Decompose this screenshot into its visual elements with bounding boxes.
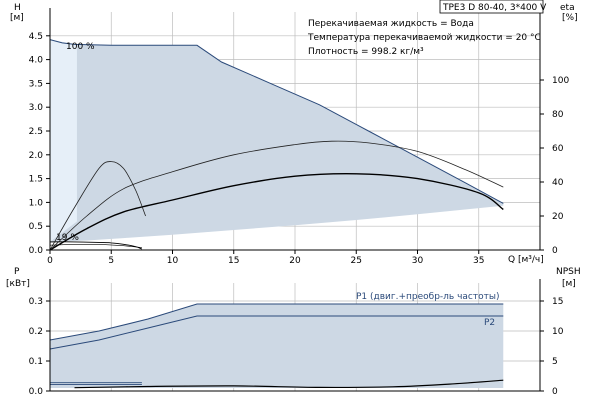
top-y-tick-label: 0.0 (29, 246, 44, 256)
annotation-liquid: Перекачиваемая жидкость = Вода (308, 19, 474, 29)
bottom-yr-tick-label: 15 (552, 297, 563, 307)
top-x-tick-label: 25 (351, 256, 362, 266)
top-tick-labels: 0.0 0.5 1.0 1.5 2.0 2.5 3.0 3.5 4.0 4.5 0 20 40 60 80 1… (29, 32, 570, 266)
top-curves (49, 39, 504, 251)
top-y-tick-label: 4.0 (29, 56, 44, 66)
npsh-curve (74, 379, 504, 389)
p1-curve (49, 303, 504, 341)
max-speed-curve (49, 39, 504, 204)
bottom-ylabel-npsh-unit: [м] (562, 279, 576, 289)
top-ylabel-eta: eta (560, 3, 575, 13)
bottom-axes (49, 279, 541, 392)
top-y-tick-label: 0.5 (29, 222, 43, 232)
top-yr-tick-label: 20 (552, 212, 564, 222)
bottom-yr-tick-label: 0 (552, 387, 558, 397)
bottom-curves (49, 303, 504, 389)
x-axis-label: Q [м³/ч] (508, 255, 544, 265)
top-yr-tick-label: 100 (552, 76, 569, 86)
legend-p1: P1 (двиг.+преобр-ль частоты) (356, 292, 500, 302)
bottom-ylabel-p: P (14, 267, 20, 277)
top-y-tick-label: 3.0 (29, 103, 44, 113)
efficiency-curve (49, 140, 504, 251)
top-x-tick-label: 20 (289, 256, 301, 266)
top-ylabel-eta-unit: [%] (562, 13, 578, 23)
speed-label-19: 19 % (56, 233, 79, 243)
top-operating-area (50, 39, 504, 242)
top-ylabel-h-unit: [м] (10, 13, 24, 23)
top-x-tick-label: 5 (108, 256, 114, 266)
min-speed-efficiency-curve (49, 244, 142, 248)
bottom-y-tick-label: 0.3 (29, 297, 43, 307)
top-x-tick-label: 35 (473, 256, 484, 266)
p2-curve (49, 315, 504, 350)
chart-title-box (439, 0, 544, 14)
top-y-tick-label: 3.5 (29, 79, 43, 89)
bottom-y-tick-label: 0.2 (29, 327, 43, 337)
bottom-power-area-fill (50, 304, 504, 388)
top-x-tick-label: 0 (47, 256, 53, 266)
top-yr-tick-label: 80 (552, 110, 564, 120)
top-ylabel-h: H (14, 3, 21, 13)
top-x-tick-label: 15 (228, 256, 239, 266)
top-y-tick-label: 2.0 (29, 151, 44, 161)
top-yr-tick-label: 60 (552, 144, 564, 154)
bottom-y-tick-label: 0.1 (29, 357, 43, 367)
annotation-density: Плотность = 998.2 кг/м³ (308, 47, 424, 57)
top-x-tick-label: 30 (412, 256, 424, 266)
top-x-tick-label: 10 (167, 256, 179, 266)
bottom-ylabel-npsh: NPSH (556, 267, 581, 277)
bottom-yr-tick-label: 5 (552, 357, 558, 367)
top-y-tick-label: 2.5 (29, 127, 43, 137)
bottom-power-area (50, 304, 504, 388)
bottom-y-tick-label: 0.0 (29, 387, 44, 397)
top-yr-tick-label: 40 (552, 178, 564, 188)
top-yr-tick-label: 0 (552, 246, 558, 256)
top-y-tick-label: 1.5 (29, 175, 43, 185)
bottom-ylabel-p-unit: [кВт] (6, 279, 30, 289)
duty-head-curve (49, 173, 504, 251)
annotation-temperature: Температура перекачиваемой жидкости = 20… (307, 33, 541, 43)
legend-p2: P2 (484, 318, 495, 328)
top-y-tick-label: 4.5 (29, 32, 43, 42)
chart-title: TPE3 D 80-40, 3*400 V (442, 3, 547, 13)
top-low-flow-area (50, 39, 77, 242)
efficiency-low-speed-curve (49, 161, 146, 251)
bottom-yr-tick-label: 10 (552, 327, 564, 337)
speed-label-100: 100 % (66, 42, 95, 52)
top-y-tick-label: 1.0 (29, 198, 44, 208)
top-operating-area-fill (50, 39, 504, 242)
bottom-tick-labels: 0.0 0.1 0.2 0.3 0 5 10 15 (29, 297, 564, 397)
